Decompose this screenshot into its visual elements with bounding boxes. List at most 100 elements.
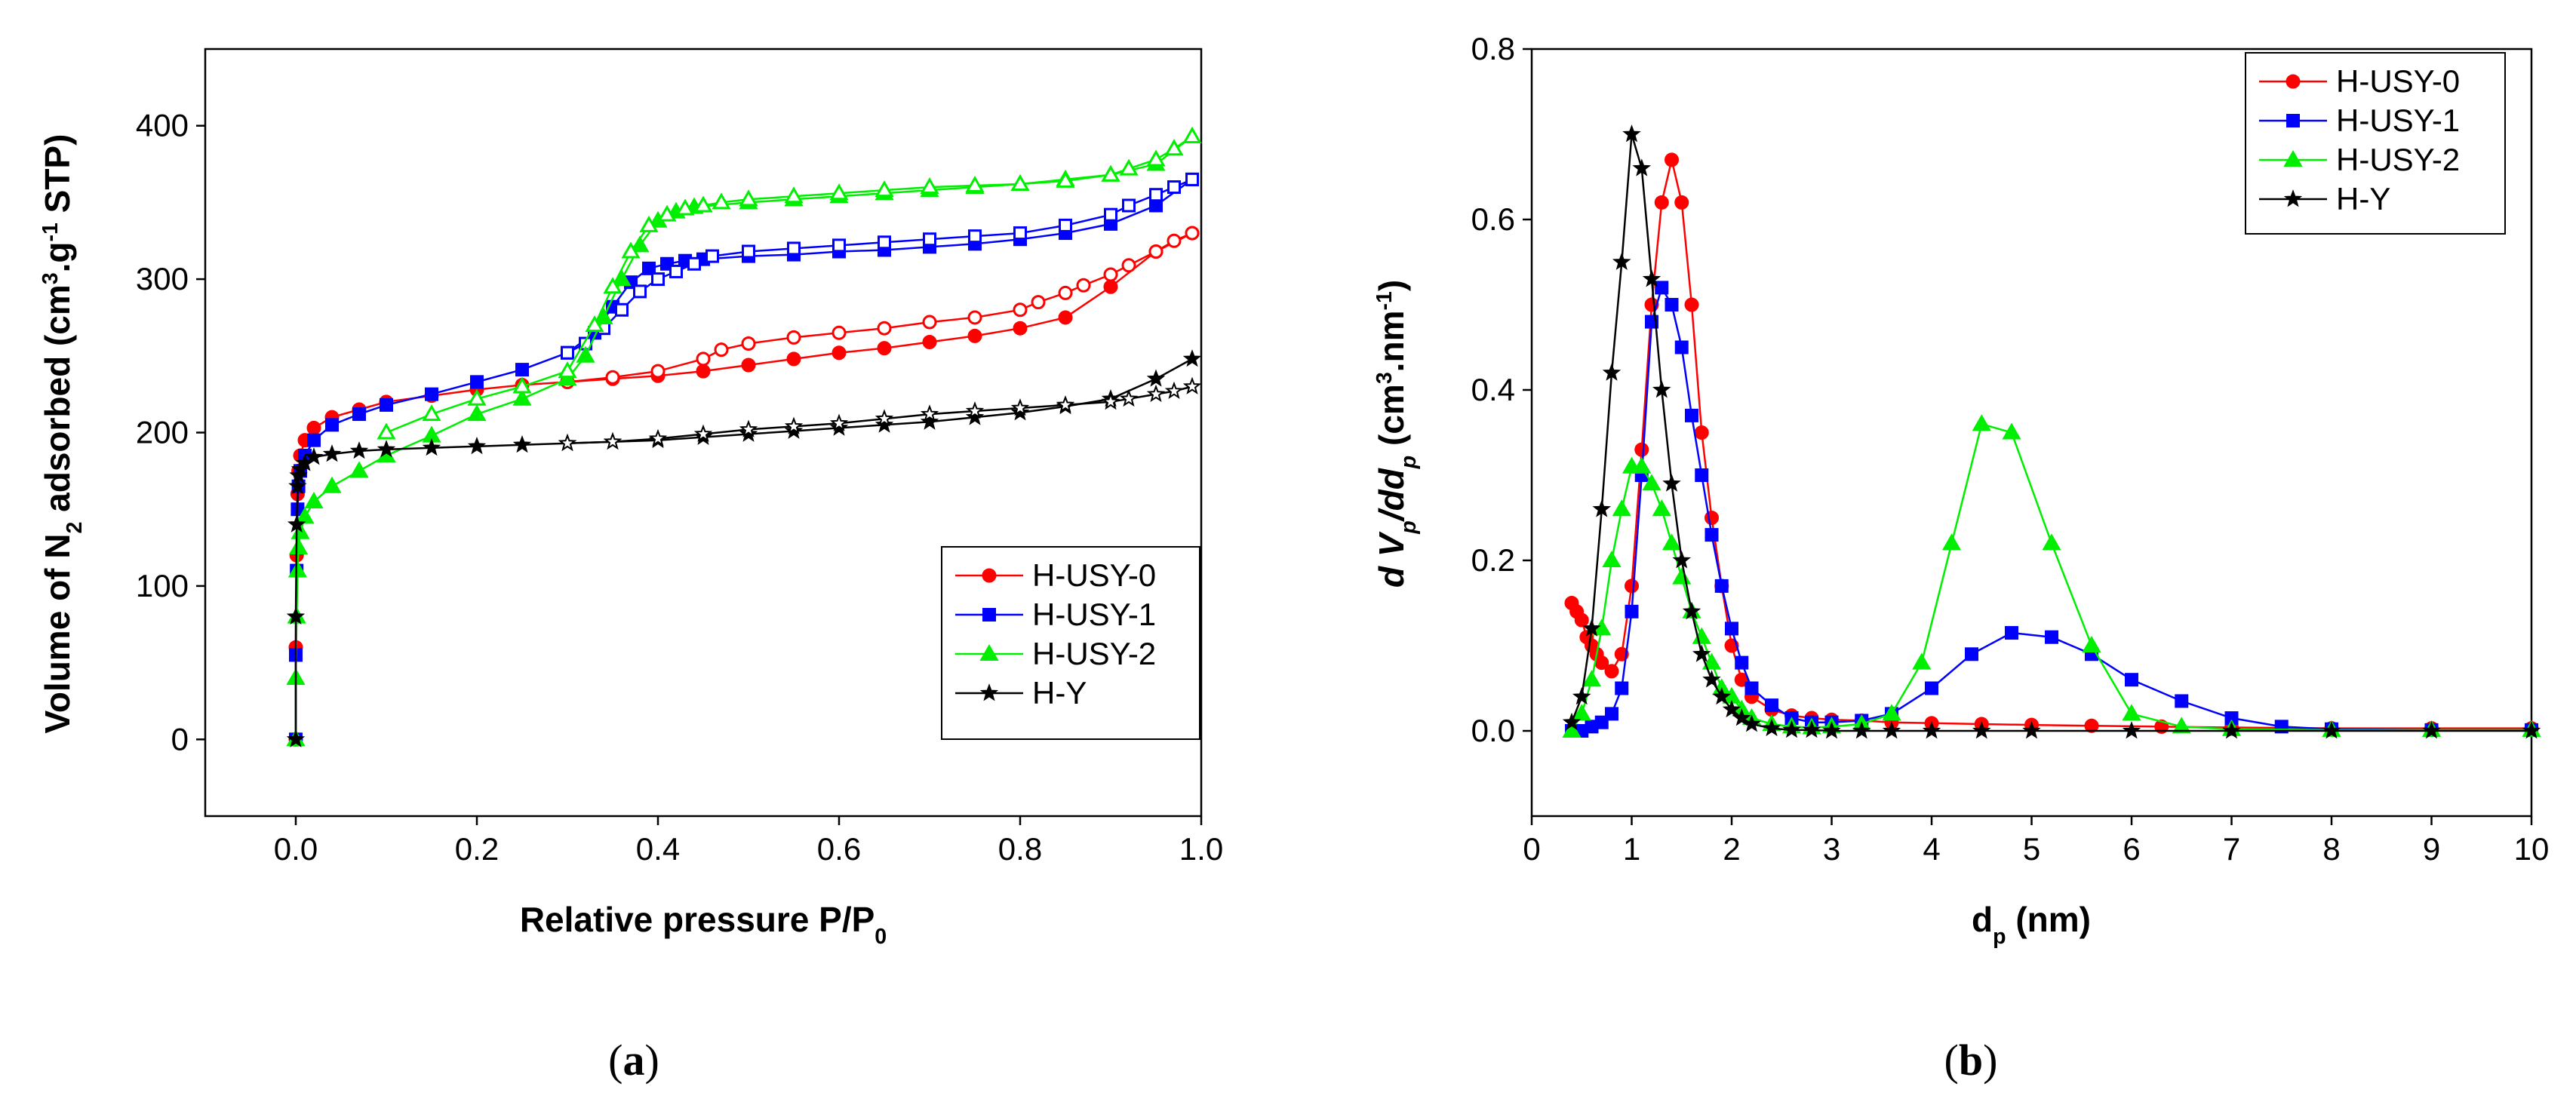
data-point [877,341,892,356]
data-point [714,342,729,358]
data-point [1661,533,1682,551]
data-point [576,345,595,363]
x-tick-label: 0.6 [817,831,861,867]
data-point [1724,638,1739,653]
data-point [2175,694,2189,708]
data-point [967,310,982,325]
data-point [1103,279,1118,294]
data-point [875,415,894,433]
y-tick-label: 200 [136,415,189,450]
data-point [1701,652,1722,670]
legend: H-USY-0 H-USY-1 H-USY-2 H-Y [941,546,1200,740]
data-point [1762,718,1781,737]
data-point [2422,721,2441,739]
data-point [784,416,804,434]
data-point [603,431,622,450]
y-tick-label: 100 [136,568,189,603]
series-h-usy-1 [1565,281,2538,738]
x-tick-label: 4 [1923,831,1940,867]
data-point [1735,655,1749,670]
legend-label: H-Y [2336,181,2390,216]
data-point [1614,646,1629,661]
data-point [922,315,937,330]
data-point [1056,170,1075,188]
data-point [1642,269,1661,287]
data-point [512,434,532,453]
data-point [287,514,306,533]
data-point [1185,172,1199,186]
data-point [1164,381,1184,400]
data-point [1674,340,1689,354]
data-point [322,444,342,462]
data-point [1182,349,1202,367]
data-point [739,419,758,437]
data-point [289,538,309,555]
data-point [1612,252,1631,270]
data-point [349,461,369,478]
data-point [1167,233,1182,248]
data-point [739,189,758,207]
data-point [2172,717,2191,734]
data-point [605,370,620,385]
x-tick-label: 7 [2223,831,2240,867]
legend-marker [2286,114,2300,127]
data-point [1146,384,1166,402]
data-point [787,241,801,256]
data-point [1164,139,1184,156]
legend-label: H-USY-1 [2336,103,2460,138]
x-tick-label: 1.0 [1179,831,1223,867]
series-h-usy-2 [286,126,1202,747]
x-tick-label: 0.2 [455,831,499,867]
y-tick-label: 0.4 [1471,372,1515,407]
data-point [1665,152,1679,167]
data-point [832,238,846,253]
data-point [1782,720,1801,738]
data-point [741,336,756,351]
data-point [1822,721,1841,739]
data-point [621,241,641,259]
series-h-y [1562,124,2541,739]
data-point [877,321,892,336]
data-point [696,351,711,367]
data-point [1103,267,1118,282]
x-tick-label: 6 [2123,831,2140,867]
data-point [1652,499,1671,517]
desorption-line [567,178,1193,354]
data-point [920,412,939,430]
data-point [1149,188,1163,202]
data-point [1119,158,1139,176]
data-point [422,404,441,422]
series-h-usy-0 [1564,152,2539,736]
data-point [1594,655,1609,671]
legend-label: H-USY-2 [2336,142,2460,177]
data-point [1694,425,1709,440]
data-point [467,404,487,422]
data-point [515,363,529,377]
data-point [1642,474,1661,491]
data-point [1592,499,1612,517]
data-point [1662,474,1681,492]
data-point [377,422,396,440]
x-tick-label: 5 [2023,831,2040,867]
data-point [968,229,982,244]
data-point [380,397,393,412]
data-point [594,307,613,324]
legend: H-USY-0 H-USY-1 H-USY-2 H-Y [2245,52,2506,235]
data-point [1013,321,1028,336]
data-point [558,361,577,379]
data-point [1972,721,1991,739]
data-point [1632,456,1652,474]
data-point [875,409,894,427]
x-tick-label: 0.4 [636,831,680,867]
x-axis-title: dp (nm) [1972,900,2091,949]
data-point [2122,721,2141,739]
data-point [1182,126,1202,143]
x-tick-label: 0.0 [274,831,318,867]
data-point [1615,681,1629,695]
data-point [712,192,731,210]
data-point [2522,721,2541,739]
data-point [875,180,894,198]
data-point [286,606,306,625]
data-point [1652,380,1671,398]
